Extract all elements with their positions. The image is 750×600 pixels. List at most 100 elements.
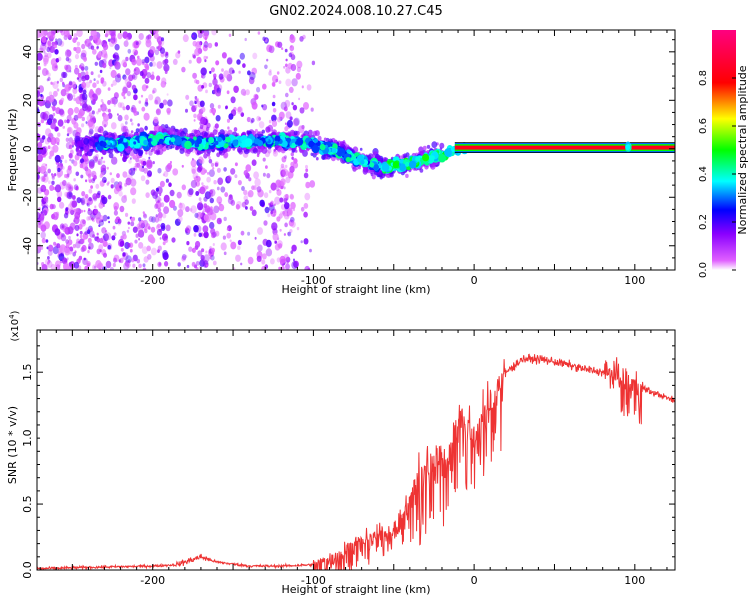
noise-speck <box>271 222 278 231</box>
noise-speck <box>47 168 51 174</box>
noise-speck <box>84 38 92 47</box>
snr-panel: -200 -100 0 100 0.0 0.5 1.0 1.5 Height of strai… <box>6 310 676 596</box>
noise-speck <box>210 247 215 253</box>
noise-speck <box>150 226 156 233</box>
noise-speck <box>207 171 210 175</box>
noise-speck <box>147 170 152 177</box>
noise-speck <box>137 123 140 127</box>
ridge-point <box>381 163 390 172</box>
noise-speck <box>65 64 72 73</box>
noise-speck <box>72 244 76 249</box>
noise-speck <box>116 113 119 116</box>
noise-speck <box>304 192 311 201</box>
ridge-point <box>265 138 269 142</box>
noise-speck <box>99 219 104 226</box>
noise-speck <box>283 233 286 236</box>
noise-speck <box>108 38 111 42</box>
noise-speck <box>73 178 76 182</box>
noise-speck <box>80 174 84 179</box>
snr-y-multiplier-close: ) <box>10 310 21 314</box>
noise-speck <box>146 72 152 79</box>
noise-speck <box>167 99 173 107</box>
noise-speck <box>79 63 85 70</box>
noise-speck <box>278 80 282 84</box>
noise-speck <box>153 32 159 40</box>
noise-speck <box>222 235 226 240</box>
noise-speck <box>119 102 125 109</box>
noise-speck <box>112 79 117 86</box>
noise-speck <box>102 80 107 87</box>
noise-speck <box>60 155 64 160</box>
noise-speck <box>235 204 240 210</box>
noise-speck <box>101 227 107 234</box>
noise-speck <box>103 113 109 122</box>
spectrogram-frame <box>36 29 676 271</box>
noise-speck <box>285 92 289 98</box>
noise-speck <box>63 30 70 38</box>
noise-speck <box>154 96 161 105</box>
noise-speck <box>181 66 186 73</box>
ridge-point <box>345 156 351 163</box>
noise-speck <box>73 47 77 51</box>
noise-speck <box>37 244 42 250</box>
noise-speck <box>210 254 215 261</box>
noise-speck <box>119 257 124 264</box>
noise-speck <box>293 260 299 268</box>
noise-speck <box>244 199 249 206</box>
colorbar-tick-label: 0.0 <box>698 262 709 278</box>
noise-speck <box>199 186 206 195</box>
ridge-point <box>184 140 192 150</box>
noise-speck <box>72 160 78 167</box>
noise-speck <box>37 154 43 163</box>
noise-speck <box>202 210 205 214</box>
noise-speck <box>144 227 147 231</box>
noise-speck <box>64 174 67 178</box>
noise-speck <box>73 122 79 129</box>
noise-speck <box>99 249 102 253</box>
noise-speck <box>275 187 280 192</box>
snr-y-multiplier-exp: 4 <box>8 314 16 319</box>
noise-speck <box>104 55 108 60</box>
halo-speck <box>124 131 129 137</box>
noise-speck <box>91 110 95 115</box>
noise-speck <box>46 78 49 82</box>
noise-speck <box>177 215 183 223</box>
noise-speck <box>47 244 54 252</box>
noise-speck <box>221 68 224 72</box>
y-tick-label: 20 <box>21 93 34 107</box>
noise-speck <box>209 208 215 215</box>
noise-speck <box>229 239 232 243</box>
ridge-point <box>214 140 219 146</box>
noise-speck <box>159 193 162 197</box>
x-tick-label: 0 <box>471 274 478 287</box>
noise-speck <box>105 260 112 269</box>
noise-speck <box>62 257 68 265</box>
noise-speck <box>209 188 216 197</box>
noise-speck <box>291 102 294 106</box>
halo-speck <box>84 152 88 156</box>
noise-speck <box>73 216 80 225</box>
halo-speck <box>308 129 313 136</box>
noise-speck <box>80 246 85 253</box>
noise-speck <box>96 80 100 85</box>
noise-speck <box>169 199 176 209</box>
noise-speck <box>195 191 200 196</box>
ridge-point <box>319 143 326 151</box>
noise-speck <box>198 197 202 202</box>
noise-speck <box>97 190 101 196</box>
x-tick-label: -200 <box>140 274 165 287</box>
noise-speck <box>56 38 63 46</box>
noise-speck <box>162 59 167 65</box>
noise-speck <box>130 178 137 187</box>
noise-speck <box>37 179 40 183</box>
noise-speck <box>226 232 231 239</box>
noise-speck <box>67 184 74 192</box>
noise-speck <box>251 209 257 217</box>
noise-speck <box>114 43 120 51</box>
noise-speck <box>132 226 138 233</box>
noise-speck <box>223 70 230 78</box>
noise-speck <box>131 58 137 66</box>
noise-speck <box>85 156 89 160</box>
noise-speck <box>202 225 209 233</box>
noise-speck <box>64 119 67 124</box>
